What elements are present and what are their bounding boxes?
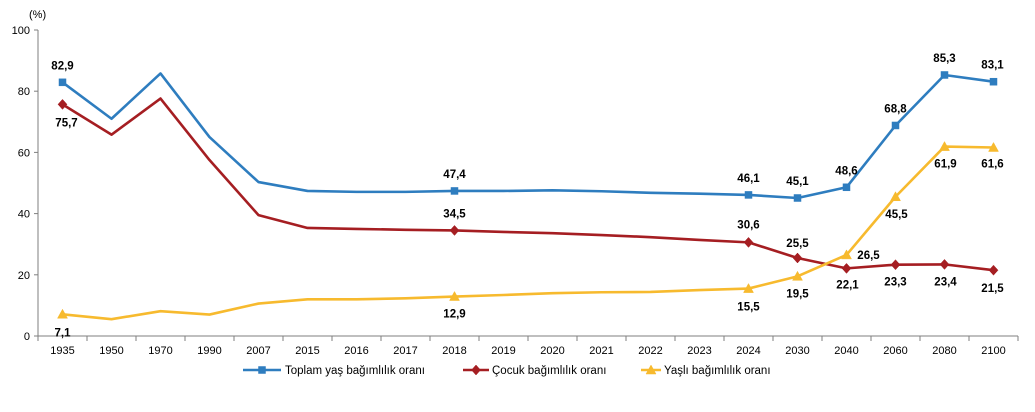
data-label-yasli: 12,9 [443, 309, 465, 321]
x-tick-label: 2018 [442, 345, 466, 357]
data-label-cocuk: 22,1 [836, 279, 859, 291]
legend-label-toplam: Toplam yaş bağımlılık oranı [285, 365, 425, 377]
x-tick-label: 2017 [393, 345, 417, 357]
x-tick-label: 1990 [197, 345, 221, 357]
x-tick-label: 2100 [981, 345, 1005, 357]
x-tick-label: 2024 [736, 345, 760, 357]
data-label-yasli: 7,1 [55, 327, 72, 339]
series-line-yasli [62, 145, 994, 321]
data-point-yasli [988, 141, 999, 152]
data-point-yasli [57, 308, 68, 319]
data-label-toplam: 68,8 [884, 103, 907, 115]
data-label-yasli: 26,5 [857, 250, 880, 262]
data-point-cocuk [939, 259, 950, 270]
data-label-toplam: 83,1 [981, 60, 1004, 72]
data-label-cocuk: 23,3 [884, 277, 906, 289]
x-tick-label: 2023 [687, 345, 711, 357]
data-point-yasli [792, 270, 803, 281]
data-label-toplam: 82,9 [51, 60, 73, 72]
data-point-yasli [841, 249, 852, 260]
data-point-cocuk [792, 252, 803, 264]
data-label-cocuk: 30,6 [737, 219, 759, 231]
x-tick-label: 2016 [344, 345, 368, 357]
data-label-cocuk: 25,5 [786, 238, 809, 250]
data-label-cocuk: 23,4 [934, 276, 957, 288]
data-point-toplam [989, 77, 998, 86]
x-tick-label: 1935 [50, 345, 74, 357]
data-label-toplam: 48,6 [835, 165, 857, 177]
data-point-yasli [743, 283, 754, 293]
y-tick-label: 80 [18, 86, 30, 98]
data-point-cocuk [743, 236, 754, 248]
data-label-cocuk: 34,5 [443, 208, 466, 220]
x-tick-label: 2015 [295, 345, 319, 357]
data-point-cocuk [988, 264, 999, 276]
unit-label: (%) [29, 9, 46, 21]
legend-item-toplam: Toplam yaş bağımlılık oranı [243, 365, 425, 377]
data-point-cocuk [449, 225, 460, 236]
data-label-yasli: 15,5 [737, 302, 760, 314]
y-tick-label: 20 [18, 270, 30, 282]
series-toplam [58, 71, 998, 202]
data-label-toplam: 46,1 [737, 173, 760, 185]
series-layer [57, 71, 999, 321]
x-tick-label: 2060 [883, 345, 907, 357]
y-tick-label: 40 [18, 209, 30, 221]
data-point-toplam [891, 121, 900, 130]
data-point-cocuk [841, 263, 852, 274]
data-label-toplam: 85,3 [933, 53, 955, 65]
data-label-yasli: 61,6 [981, 159, 1003, 171]
data-point-yasli [890, 191, 901, 202]
data-point-toplam [744, 191, 753, 199]
legend-item-yasli: Yaşlı bağımlılık oranı [641, 364, 771, 377]
legend-label-cocuk: Çocuk bağımlılık oranı [492, 365, 606, 377]
x-tick-label: 2019 [491, 345, 515, 357]
data-label-yasli: 61,9 [934, 159, 956, 171]
data-labels: 82,9 47,4 46,1 45,1 48,6 68,8 85,3 83,1 75,7 34,5… [51, 53, 1004, 339]
legend-marker-toplam [258, 366, 266, 374]
series-yasli [57, 141, 999, 321]
legend-marker-cocuk [471, 364, 481, 376]
data-point-cocuk [890, 259, 901, 271]
data-point-toplam [842, 183, 851, 192]
legend-item-cocuk: Çocuk bağımlılık oranı [463, 364, 606, 377]
x-tick-label: 2080 [932, 345, 956, 357]
x-tick-label: 2020 [540, 345, 564, 357]
data-point-cocuk [57, 98, 68, 110]
data-label-cocuk: 21,5 [981, 283, 1004, 295]
data-point-toplam [793, 194, 802, 202]
x-tick-label: 2022 [638, 345, 662, 357]
data-label-yasli: 19,5 [786, 288, 809, 300]
series-line-cocuk [61, 97, 994, 272]
x-tick-label: 2040 [834, 345, 858, 357]
legend-label-yasli: Yaşlı bağımlılık oranı [664, 365, 771, 377]
data-point-toplam [58, 78, 67, 87]
series-cocuk [57, 97, 999, 276]
y-tick-label: 60 [18, 147, 30, 159]
data-point-toplam [940, 71, 949, 79]
series-line-toplam [61, 72, 994, 200]
y-tick-label: 0 [24, 331, 30, 343]
data-label-yasli: 45,5 [885, 209, 908, 221]
data-label-cocuk: 75,7 [55, 117, 77, 129]
x-tick-label: 2030 [785, 345, 809, 357]
data-point-yasli [449, 291, 460, 301]
data-point-toplam [450, 187, 459, 195]
y-tick-label: 100 [12, 25, 30, 37]
data-label-toplam: 45,1 [786, 176, 809, 188]
data-point-yasli [939, 141, 950, 151]
x-tick-label: 2021 [589, 345, 613, 357]
legend-marker-yasli [645, 364, 657, 375]
legend: Toplam yaş bağımlılık oranı Çocuk bağımlı… [243, 364, 771, 377]
x-tick-label: 1970 [148, 345, 172, 357]
data-label-toplam: 47,4 [443, 169, 466, 181]
x-tick-label: 1950 [99, 345, 123, 357]
x-tick-label: 2007 [246, 345, 270, 357]
